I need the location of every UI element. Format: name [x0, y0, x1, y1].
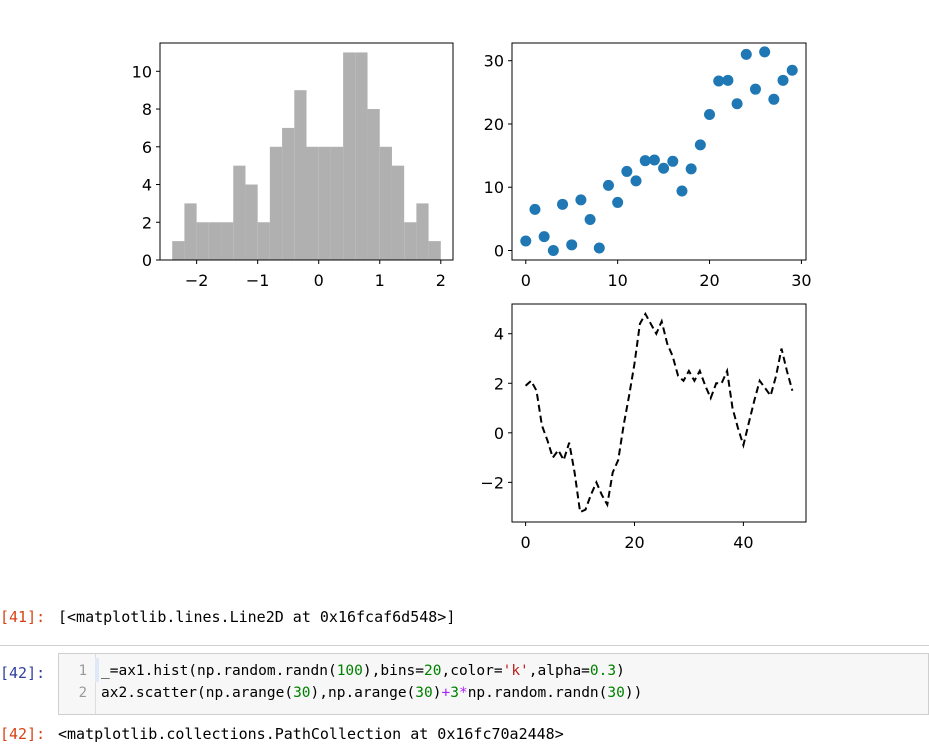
y-tick-label: 0	[494, 242, 504, 261]
histogram-bar	[330, 146, 344, 260]
histogram-bar	[221, 222, 234, 260]
scatter-point	[593, 242, 605, 254]
scatter-point	[749, 83, 761, 95]
y-tick-label: 30	[484, 52, 504, 71]
x-tick-label: 0	[521, 533, 531, 552]
text-cursor	[95, 658, 99, 682]
histogram-bar	[428, 241, 441, 260]
scatter-point	[740, 48, 752, 60]
y-tick-label: 2	[494, 374, 504, 393]
code-line-2[interactable]: ax2.scatter(np.arange(30),np.arange(30)+…	[101, 685, 643, 701]
scatter-point	[630, 175, 642, 187]
scatter-point	[786, 64, 798, 76]
output-prompt-41: [41]:	[0, 608, 46, 626]
scatter-point	[722, 74, 734, 86]
histogram-bar	[282, 127, 295, 260]
scatter-point	[566, 239, 578, 251]
axes-frame	[511, 42, 807, 261]
histogram-bar	[306, 146, 319, 260]
scatter-point	[685, 163, 697, 175]
histogram-bar	[355, 52, 368, 260]
scatter-point	[520, 235, 532, 247]
cell-separator	[0, 645, 929, 646]
line-number-gutter: 1 2	[59, 654, 96, 714]
scatter-point	[658, 162, 670, 174]
histogram-bar	[172, 241, 185, 260]
histogram-bar	[184, 203, 197, 260]
scatter-point	[547, 245, 559, 257]
code-cell-42[interactable]: 1 2 _=ax1.hist(np.random.randn(100),bins…	[58, 653, 929, 715]
histogram-bar	[367, 109, 380, 260]
scatter-point	[529, 203, 541, 215]
scatter-point	[731, 98, 743, 110]
scatter-point	[621, 165, 633, 177]
scatter-axes: 0 10 20 30 0 10 20 30	[484, 42, 812, 290]
x-tick-label: −1	[246, 271, 270, 290]
scatter-point	[777, 74, 789, 86]
y-tick-label: 0	[494, 424, 504, 443]
scatter-point	[694, 139, 706, 151]
y-tick-label: 2	[142, 213, 152, 232]
y-tick-label: 4	[494, 325, 504, 344]
histogram-bar	[257, 222, 270, 260]
y-tick-label: 20	[484, 115, 504, 134]
x-tick-label: 0	[521, 271, 531, 290]
y-tick-label: 10	[132, 62, 152, 81]
output-text-41: [<matplotlib.lines.Line2D at 0x16fcaf6d5…	[58, 608, 456, 626]
histogram-bar	[379, 146, 392, 260]
output-text-42: <matplotlib.collections.PathCollection a…	[58, 725, 564, 743]
scatter-point	[713, 75, 725, 87]
scatter-point	[639, 155, 651, 167]
x-tick-label: 40	[733, 533, 753, 552]
y-tick-label: 4	[142, 176, 152, 195]
scatter-point	[704, 108, 716, 120]
histogram-bar	[391, 165, 405, 260]
y-tick-label: 6	[142, 138, 152, 157]
histogram-bar	[416, 203, 429, 260]
scatter-point	[676, 185, 688, 197]
x-tick-label: −2	[185, 271, 209, 290]
scatter-point	[759, 46, 771, 58]
histogram-bar	[269, 146, 283, 260]
histogram-bar	[208, 222, 222, 260]
series-line	[524, 311, 794, 514]
y-tick-label: 0	[142, 251, 152, 270]
histogram-axes: −2 −1 0 1 2 0 2 4 6 8 10	[132, 42, 454, 290]
histogram-bar	[404, 222, 417, 260]
y-tick-label: −2	[480, 473, 504, 492]
x-tick-label: 20	[624, 533, 644, 552]
axes-frame	[511, 303, 807, 523]
x-tick-label: 0	[314, 271, 324, 290]
code-line-1[interactable]: _=ax1.hist(np.random.randn(100),bins=20,…	[101, 663, 625, 679]
histogram-bar	[233, 165, 246, 260]
scatter-point	[557, 198, 569, 210]
x-tick-label: 10	[607, 271, 627, 290]
scatter-point	[768, 93, 780, 105]
scatter-point	[648, 154, 660, 166]
scatter-point	[538, 231, 550, 243]
line-axes: 0 20 40 −2 0 2 4	[480, 303, 807, 552]
histogram-bar	[294, 90, 307, 260]
histogram-bar	[245, 184, 258, 260]
histogram-bar	[343, 52, 356, 260]
x-tick-label: 2	[436, 271, 446, 290]
scatter-point	[584, 214, 596, 226]
output-prompt-42: [42]:	[0, 725, 46, 743]
x-tick-label: 20	[699, 271, 719, 290]
scatter-point	[667, 155, 679, 167]
scatter-point	[602, 179, 614, 191]
scatter-point	[612, 196, 624, 208]
x-tick-label: 30	[791, 271, 811, 290]
y-tick-label: 10	[484, 178, 504, 197]
axes-frame	[159, 42, 454, 261]
line-number: 1	[78, 663, 87, 679]
y-tick-label: 8	[142, 100, 152, 119]
x-tick-label: 1	[375, 271, 385, 290]
scatter-point	[575, 194, 587, 206]
histogram-bar	[318, 146, 331, 260]
histogram-bar	[196, 222, 209, 260]
input-prompt-42: [42]:	[0, 664, 46, 682]
line-number: 2	[78, 685, 87, 701]
